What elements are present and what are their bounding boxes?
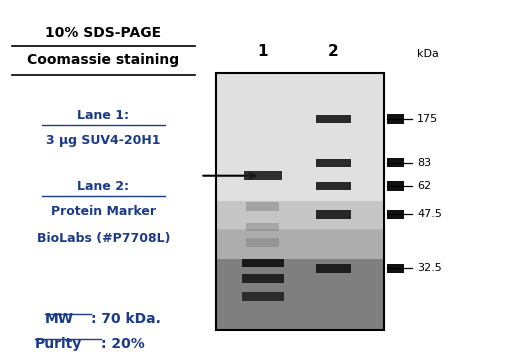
Bar — [242, 292, 284, 301]
Text: 10% SDS-PAGE: 10% SDS-PAGE — [45, 26, 162, 40]
Bar — [242, 274, 284, 283]
Text: 2: 2 — [328, 44, 339, 59]
Text: 83: 83 — [417, 158, 431, 168]
Bar — [246, 202, 280, 211]
Text: Lane 1:: Lane 1: — [77, 109, 129, 122]
Bar — [242, 259, 284, 267]
Bar — [387, 210, 404, 219]
Bar — [244, 171, 282, 180]
Bar — [387, 264, 404, 273]
Text: 3 μg SUV4-20H1: 3 μg SUV4-20H1 — [46, 134, 161, 147]
Text: kDa: kDa — [417, 49, 439, 59]
Bar — [316, 115, 351, 123]
Text: BioLabs (#P7708L): BioLabs (#P7708L) — [37, 232, 170, 245]
Bar — [316, 158, 351, 167]
Text: : 70 kDa.: : 70 kDa. — [91, 312, 161, 326]
Bar — [246, 238, 280, 247]
Text: Protein Marker: Protein Marker — [51, 205, 156, 218]
Text: 175: 175 — [417, 114, 438, 124]
Bar — [316, 210, 351, 219]
Text: Coomassie staining: Coomassie staining — [27, 53, 180, 67]
Text: 32.5: 32.5 — [417, 263, 442, 273]
Bar — [387, 181, 404, 191]
Bar — [316, 264, 351, 273]
Text: : 20%: : 20% — [101, 337, 145, 351]
Bar — [387, 114, 404, 124]
Text: Purity: Purity — [34, 337, 82, 351]
Bar — [316, 182, 351, 190]
Text: 62: 62 — [417, 181, 431, 191]
Bar — [246, 223, 280, 231]
Bar — [387, 158, 404, 167]
Bar — [215, 73, 384, 330]
Text: Lane 2:: Lane 2: — [77, 180, 129, 193]
Text: 1: 1 — [258, 44, 268, 59]
Text: MW: MW — [45, 312, 74, 326]
Text: 47.5: 47.5 — [417, 209, 442, 219]
